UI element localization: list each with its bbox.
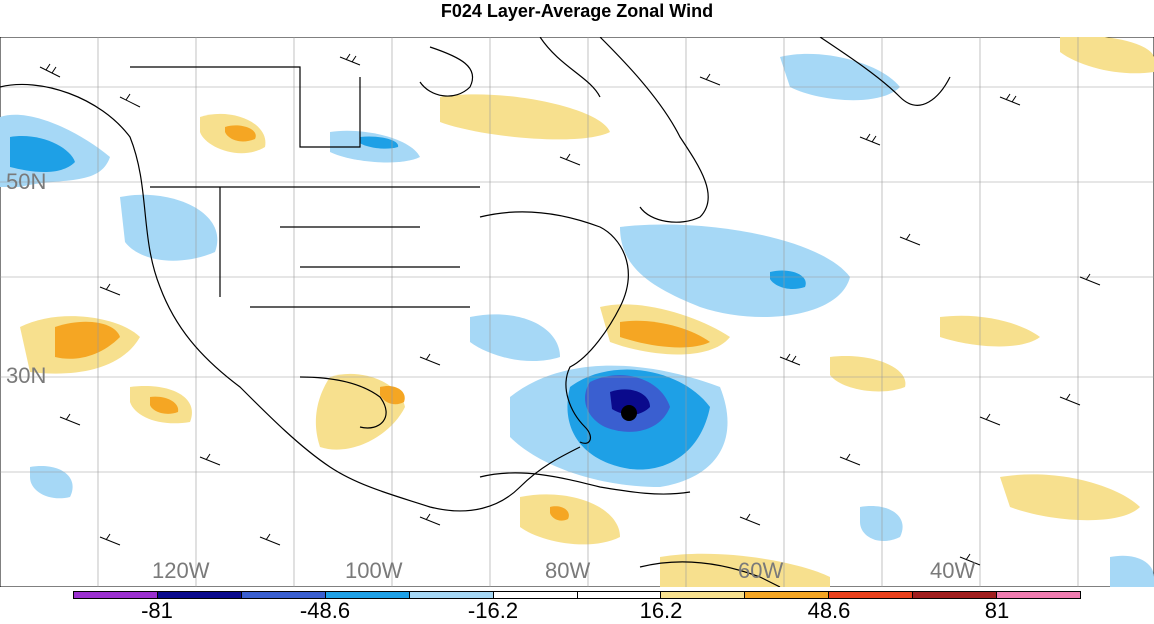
colorbar-segment <box>661 592 746 598</box>
lon-label-40w: 40W <box>930 558 976 583</box>
coastlines <box>0 37 951 587</box>
colorbar-segment <box>74 592 158 598</box>
chart-title: F024 Layer-Average Zonal Wind <box>440 1 714 21</box>
lon-label-120w: 120W <box>152 558 210 583</box>
colorbar-label: -16.2 <box>467 598 519 623</box>
colorbar-segment <box>997 592 1081 598</box>
colorbar-segment <box>913 592 998 598</box>
colorbar-segment <box>829 592 914 598</box>
shaded-regions <box>0 37 1154 587</box>
lon-label-100w: 100W <box>345 558 403 583</box>
wind-map <box>0 37 1154 587</box>
colorbar-segment <box>745 592 830 598</box>
colorbar-segment <box>493 592 578 598</box>
colorbar-label: 48.6 <box>807 598 851 623</box>
lat-label-50n: 50N <box>6 169 47 194</box>
colorbar-label: 81 <box>984 598 1010 623</box>
colorbar-segment <box>157 592 242 598</box>
colorbar-segment <box>409 592 494 598</box>
lat-label-30n: 30N <box>6 363 47 388</box>
colorbar-label: 16.2 <box>639 598 683 623</box>
colorbar-segment <box>577 592 662 598</box>
colorbar-label: -48.6 <box>299 598 351 623</box>
colorbar-label: -81 <box>141 598 173 623</box>
wind-barbs <box>39 53 1101 566</box>
colorbar <box>73 591 1081 599</box>
lon-label-80w: 80W <box>545 558 591 583</box>
storm-center-marker <box>621 405 637 421</box>
colorbar-segment <box>241 592 326 598</box>
graticule <box>0 37 1154 587</box>
colorbar-segment <box>325 592 410 598</box>
lon-label-60w: 60W <box>738 558 784 583</box>
